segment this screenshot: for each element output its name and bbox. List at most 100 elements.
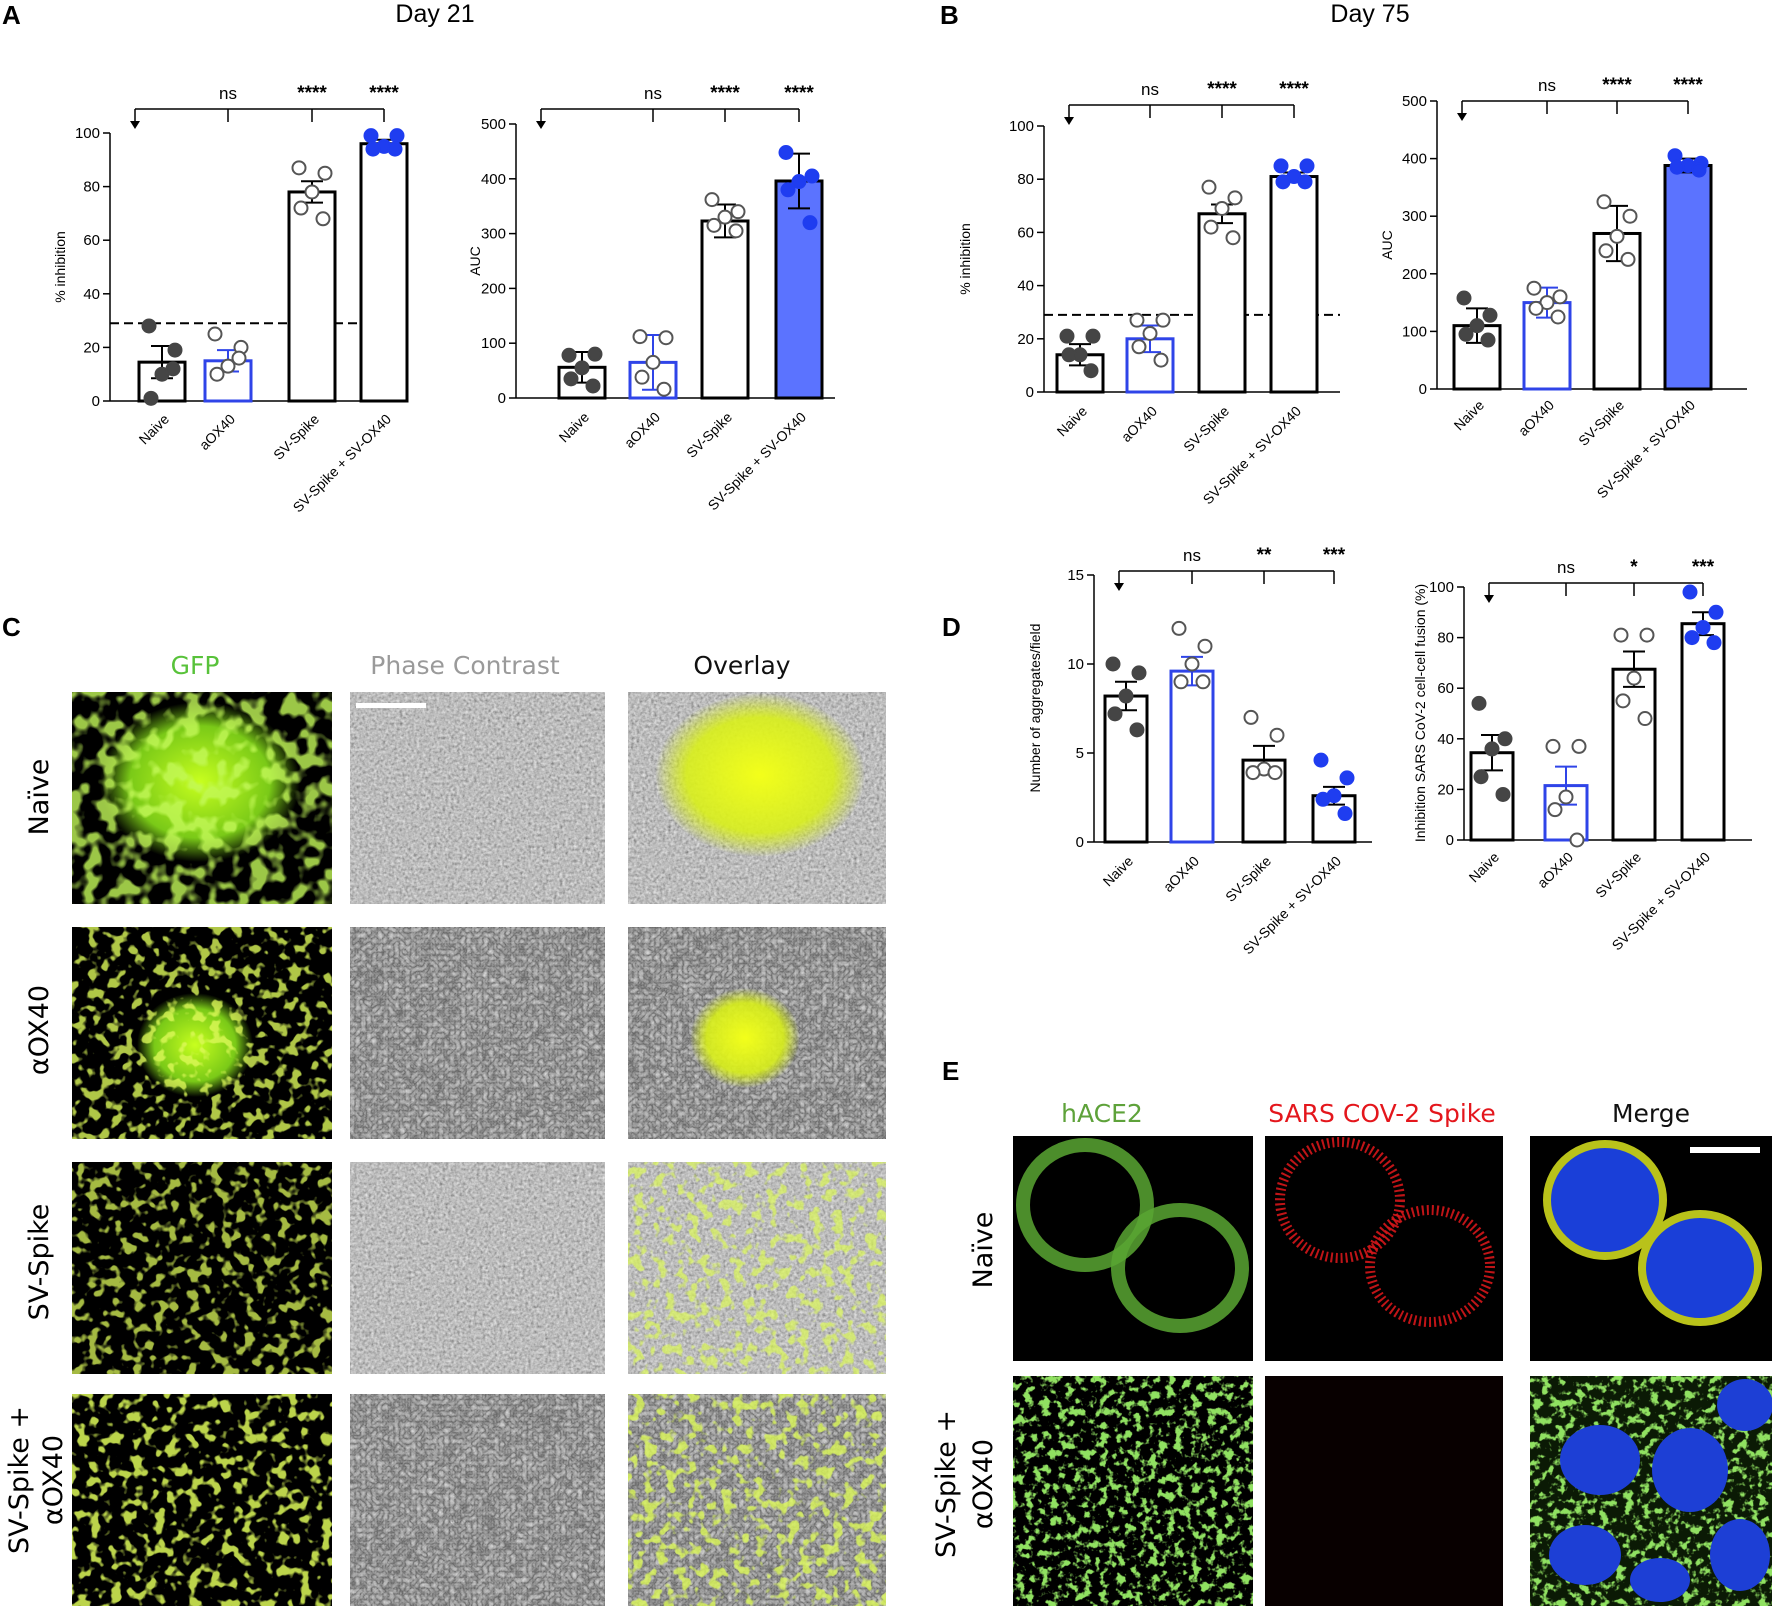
data-point xyxy=(561,347,577,363)
data-point xyxy=(634,369,650,385)
data-point xyxy=(1131,339,1147,355)
bar xyxy=(700,219,750,400)
micrograph-gfp-naive xyxy=(72,692,332,904)
y-tick-label: 100 xyxy=(1009,118,1034,135)
significance-label: *** xyxy=(1323,545,1346,566)
data-point xyxy=(645,354,661,370)
col-header-overlay: Overlay xyxy=(693,651,790,680)
y-axis-label: % inhibition xyxy=(957,223,973,295)
confocal-spike-naive xyxy=(1265,1136,1503,1361)
bracket-arrowhead xyxy=(130,121,140,129)
data-point xyxy=(167,342,183,358)
y-tick-label: 100 xyxy=(481,335,506,352)
data-point xyxy=(1545,738,1561,754)
data-point xyxy=(317,165,333,181)
y-tick-label: 200 xyxy=(481,280,506,297)
confocal-merge-combo xyxy=(1530,1376,1772,1606)
micrograph-phase-aox40 xyxy=(350,927,605,1139)
data-point xyxy=(1315,791,1331,807)
panel-title-day21: Day 21 xyxy=(395,0,474,28)
x-tick-label: Naive xyxy=(1465,849,1502,886)
col-header-spike: SARS COV-2 Spike xyxy=(1268,1099,1495,1128)
data-point xyxy=(1571,738,1587,754)
panel-label-b: B xyxy=(940,0,959,30)
data-point xyxy=(1201,179,1217,195)
significance-label: **** xyxy=(784,83,814,104)
x-tick-label: Naive xyxy=(1450,397,1487,434)
data-point xyxy=(1639,627,1655,643)
col-header-hace2: hACE2 xyxy=(1061,1099,1143,1128)
confocal-merge-naive xyxy=(1530,1136,1772,1361)
data-point xyxy=(1118,688,1134,704)
y-tick-label: 500 xyxy=(481,116,506,133)
bracket-arrowhead xyxy=(1484,595,1494,603)
significance-label: ns xyxy=(219,84,237,103)
data-point xyxy=(1528,300,1544,316)
data-point xyxy=(1622,208,1638,224)
row-label-e-naive: Naïve xyxy=(968,1212,999,1289)
data-point xyxy=(1458,326,1474,342)
y-tick-label: 100 xyxy=(1429,579,1454,596)
significance-label: **** xyxy=(1602,75,1632,96)
chart-d-aggregates: 0 5 10 15 Number of aggregates/field Naive aOX… xyxy=(1027,545,1372,957)
data-point xyxy=(1337,806,1353,822)
data-point xyxy=(1613,627,1629,643)
data-point xyxy=(1171,620,1187,636)
data-point xyxy=(585,378,601,394)
data-point xyxy=(1682,584,1698,600)
data-point xyxy=(658,330,674,346)
significance-label: ** xyxy=(1257,545,1272,566)
data-point xyxy=(778,144,794,160)
data-point xyxy=(728,223,744,239)
x-tick-label: Naive xyxy=(135,411,172,448)
data-point xyxy=(704,192,720,208)
y-tick-label: 0 xyxy=(1419,381,1427,398)
x-tick-label: SV-Spike xyxy=(1180,403,1232,455)
x-tick-label: SV-Spike xyxy=(1575,397,1627,449)
micrograph-overlay-combo xyxy=(628,1394,886,1606)
panel-label-e: E xyxy=(942,1056,959,1086)
data-point xyxy=(1615,693,1631,709)
y-tick-label: 20 xyxy=(1017,331,1034,348)
y-tick-label: 0 xyxy=(498,390,506,407)
data-point xyxy=(1473,769,1489,785)
y-axis-label: AUC xyxy=(467,246,483,276)
bar xyxy=(774,179,824,400)
y-tick-label: 40 xyxy=(1437,731,1454,748)
row-label-naive: Naïve xyxy=(24,759,55,836)
data-point xyxy=(1085,328,1101,344)
chart-a-inhibition: 0 20 40 60 80 100 % inhibition Naive aOX40 SV-Spi… xyxy=(52,83,409,515)
data-point xyxy=(587,346,603,362)
data-point xyxy=(1609,228,1625,244)
significance-label: *** xyxy=(1692,557,1715,578)
data-point xyxy=(1339,770,1355,786)
data-point xyxy=(1173,674,1189,690)
bar xyxy=(1169,669,1215,844)
data-point xyxy=(207,326,223,342)
data-point xyxy=(1155,312,1171,328)
significance-label: **** xyxy=(1279,79,1309,100)
data-point xyxy=(1184,656,1200,672)
data-point xyxy=(389,128,405,144)
x-tick-label: SV-Spike xyxy=(683,409,735,461)
data-point xyxy=(1569,832,1585,848)
data-point xyxy=(1456,290,1472,306)
significance-label: ns xyxy=(1141,80,1159,99)
data-point xyxy=(1695,619,1711,635)
data-point xyxy=(363,128,379,144)
chart-b-inhibition: 0 20 40 60 80 100 % inhibition Naive aOX40 SV-Spi… xyxy=(957,79,1340,507)
micrograph-gfp-aox40 xyxy=(72,927,332,1139)
data-point xyxy=(1495,786,1511,802)
y-tick-label: 300 xyxy=(1402,208,1427,225)
micrograph-overlay-aox40 xyxy=(628,927,886,1139)
x-tick-label: aOX40 xyxy=(1534,849,1576,891)
y-tick-label: 40 xyxy=(83,286,100,303)
y-tick-label: 0 xyxy=(1076,834,1084,851)
data-point xyxy=(365,141,381,157)
significance-label: **** xyxy=(1207,79,1237,100)
significance-label: **** xyxy=(710,83,740,104)
data-point xyxy=(791,174,807,190)
bar xyxy=(1269,175,1319,394)
data-point xyxy=(1275,174,1291,190)
